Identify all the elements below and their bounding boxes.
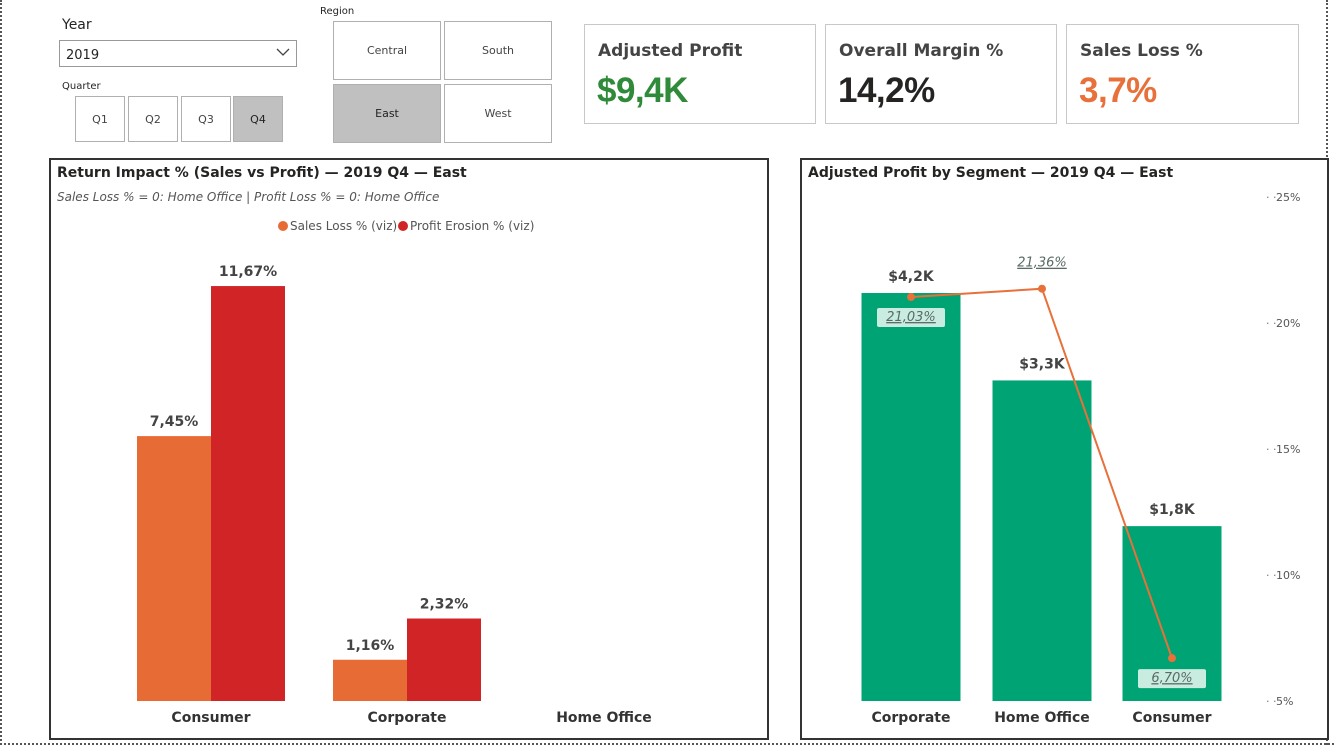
legend-marker-1 xyxy=(398,221,408,231)
chevron-down-icon xyxy=(276,48,290,56)
quarter-button-q3[interactable]: Q3 xyxy=(181,96,231,142)
year-dropdown[interactable]: 2019 xyxy=(59,40,297,67)
region-button-central[interactable]: Central xyxy=(333,21,441,80)
kpi-value: $9,4K xyxy=(597,71,688,110)
quarter-button-q1[interactable]: Q1 xyxy=(75,96,125,142)
line-point xyxy=(1168,654,1176,663)
bar-corporate-0 xyxy=(333,659,407,701)
axis-tick-label: 20% xyxy=(1276,317,1300,330)
region-button-south[interactable]: South xyxy=(444,21,552,80)
bar-consumer-1 xyxy=(211,286,285,701)
quarter-label: Quarter xyxy=(62,81,101,92)
region-button-west[interactable]: West xyxy=(444,84,552,143)
return-impact-chart: Sales Loss % (viz) Profit Erosion % (viz)… xyxy=(137,219,652,726)
axis-tick-label: 25% xyxy=(1276,191,1300,204)
axis-tick-dots: · · xyxy=(1266,695,1277,708)
year-label: Year xyxy=(62,17,92,33)
bar-corporate xyxy=(861,293,961,701)
kpi-value: 3,7% xyxy=(1079,71,1157,110)
kpi-title: Sales Loss % xyxy=(1080,41,1203,61)
data-label: $1,8K xyxy=(1149,502,1196,518)
data-label: 7,45% xyxy=(150,414,199,430)
category-label: Home Office xyxy=(556,710,652,726)
line-point xyxy=(1038,284,1046,293)
axis-tick-label: 5% xyxy=(1276,695,1293,708)
category-label: Corporate xyxy=(872,710,951,726)
chart-subtitle: Sales Loss % = 0: Home Office | Profit L… xyxy=(57,190,440,204)
year-value: 2019 xyxy=(66,48,100,63)
category-label: Consumer xyxy=(171,710,250,726)
line-label-bg xyxy=(1138,669,1206,689)
line-label-bg xyxy=(877,308,945,328)
axis-tick-dots: · · xyxy=(1266,569,1277,582)
quarter-button-q2[interactable]: Q2 xyxy=(128,96,178,142)
axis-tick-label: 15% xyxy=(1276,443,1300,456)
kpi-card-sales-loss: Sales Loss % 3,7% xyxy=(1066,24,1299,124)
category-label: Consumer xyxy=(1132,710,1211,726)
chart-title: Adjusted Profit by Segment — 2019 Q4 — E… xyxy=(808,165,1174,181)
adjusted-profit-chart: · · 25%· · 20%· · 15%· · 10%· · 5%$4,2KCorpor… xyxy=(861,191,1300,726)
return-impact-chart-panel: Return Impact % (Sales vs Profit) — 2019… xyxy=(49,158,769,740)
kpi-value: 14,2% xyxy=(838,71,935,110)
axis-tick-dots: · · xyxy=(1266,443,1277,456)
axis-tick-label: 10% xyxy=(1276,569,1300,582)
line-label: 6,70% xyxy=(1151,671,1192,686)
kpi-title: Overall Margin % xyxy=(839,41,1004,61)
legend-label: Profit Erosion % (viz) xyxy=(410,219,534,233)
kpi-card-overall-margin: Overall Margin % 14,2% xyxy=(825,24,1057,124)
axis-tick-dots: · · xyxy=(1266,191,1277,204)
quarter-button-q4[interactable]: Q4 xyxy=(233,96,283,142)
bar-corporate-1 xyxy=(407,618,481,701)
bar-home-office xyxy=(992,380,1092,701)
region-label: Region xyxy=(320,6,355,17)
category-label: Home Office xyxy=(994,710,1090,726)
kpi-title: Adjusted Profit xyxy=(598,41,743,61)
legend-marker-0 xyxy=(278,221,288,231)
chart-title: Return Impact % (Sales vs Profit) — 2019… xyxy=(57,165,467,181)
line-label: 21,36% xyxy=(1017,256,1067,271)
line-label: 21,03% xyxy=(886,310,936,325)
axis-tick-dots: · · xyxy=(1266,317,1277,330)
data-label: $4,2K xyxy=(888,269,935,285)
adjusted-profit-chart-panel: Adjusted Profit by Segment — 2019 Q4 — E… xyxy=(800,158,1329,740)
data-label: 1,16% xyxy=(346,638,395,654)
data-label: 2,32% xyxy=(420,597,469,613)
region-button-east[interactable]: East xyxy=(333,84,441,143)
kpi-card-adjusted-profit: Adjusted Profit $9,4K xyxy=(584,24,816,124)
line-point xyxy=(907,293,915,302)
category-label: Corporate xyxy=(368,710,447,726)
bar-consumer-0 xyxy=(137,436,211,701)
data-label: $3,3K xyxy=(1019,356,1066,372)
data-label: 11,67% xyxy=(219,264,277,280)
legend-label: Sales Loss % (viz) xyxy=(290,219,397,233)
